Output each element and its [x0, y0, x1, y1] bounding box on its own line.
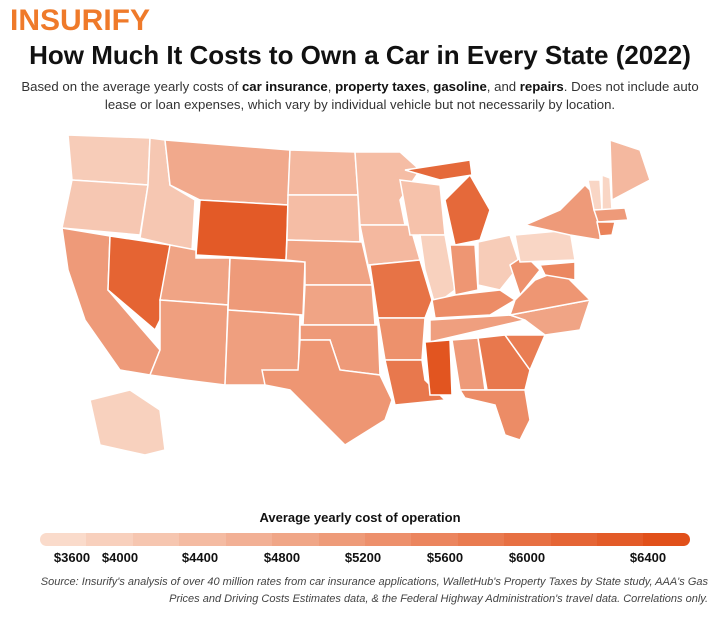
- state-tx: [261, 339, 393, 446]
- subtitle-text: . Does not include auto lease or loan ex…: [104, 79, 699, 112]
- state-ma: [592, 207, 629, 223]
- legend-swatch: [225, 533, 273, 546]
- subtitle-bold: car insurance: [241, 79, 328, 94]
- state-nd: [287, 149, 359, 196]
- state-fl: [458, 389, 531, 441]
- state-mo: [369, 259, 433, 319]
- state-az: [148, 299, 229, 386]
- legend-title: Average yearly cost of operation: [259, 510, 461, 525]
- state-wy: [195, 199, 289, 261]
- legend-swatch: [179, 533, 226, 546]
- subtitle-text: ,: [327, 79, 336, 94]
- subtitle-bold: repairs: [519, 79, 564, 94]
- legend-swatch: [550, 533, 598, 546]
- legend-tick: $4800: [263, 550, 301, 565]
- legend-tick: $4000: [101, 550, 139, 565]
- state-ct: [596, 221, 616, 237]
- legend-swatch: [132, 533, 180, 546]
- legend-tick: $5200: [344, 550, 382, 565]
- subtitle-text: ,: [425, 79, 434, 94]
- state-ms: [424, 339, 453, 396]
- state-sd: [286, 194, 361, 243]
- subtitle-bold: property taxes: [335, 79, 426, 94]
- legend-swatch: [318, 533, 365, 546]
- legend-swatch: [597, 533, 644, 546]
- subtitle-bold: gasoline: [433, 79, 487, 94]
- state-wa: [67, 134, 151, 186]
- source-note: Source: Insurify's analysis of over 40 m…: [40, 576, 708, 605]
- state-ny: [522, 183, 601, 241]
- legend-tick: $5600: [426, 550, 464, 565]
- state-ks: [302, 284, 376, 326]
- state-mi: [444, 173, 491, 246]
- state-nv: [107, 235, 171, 332]
- legend-color-bar: [40, 533, 690, 546]
- subtitle-text: Based on the average yearly costs of: [21, 79, 242, 94]
- state-sc: [503, 334, 547, 372]
- state-or: [61, 179, 149, 236]
- legend-tick: $6000: [508, 550, 546, 565]
- state-mi: [404, 159, 473, 181]
- state-ar: [377, 317, 426, 361]
- legend-tick: $4400: [181, 550, 219, 565]
- state-me: [609, 138, 651, 202]
- us-map: [61, 134, 651, 456]
- insurify-logo: INSURIFY: [10, 4, 151, 37]
- state-nh: [601, 173, 613, 211]
- legend-tick: $3600: [53, 550, 91, 565]
- state-va: [508, 269, 592, 316]
- legend-swatch: [272, 533, 319, 546]
- state-ak: [89, 389, 166, 456]
- legend-swatch: [411, 533, 458, 546]
- legend-swatch: [364, 533, 412, 546]
- state-ga: [477, 334, 531, 391]
- state-oh: [477, 234, 521, 291]
- state-in: [449, 244, 479, 296]
- legend-swatch: [40, 533, 87, 546]
- subtitle: Based on the average yearly costs of car…: [10, 78, 710, 114]
- legend-swatch: [86, 533, 133, 546]
- state-co: [227, 257, 306, 316]
- subtitle-text: , and: [486, 79, 520, 94]
- page-title: How Much It Costs to Own a Car in Every …: [29, 40, 691, 70]
- legend-swatch: [504, 533, 551, 546]
- legend-swatch: [457, 533, 505, 546]
- state-md: [538, 261, 576, 281]
- legend-tick: $6400: [629, 550, 667, 565]
- legend-swatch: [643, 533, 690, 546]
